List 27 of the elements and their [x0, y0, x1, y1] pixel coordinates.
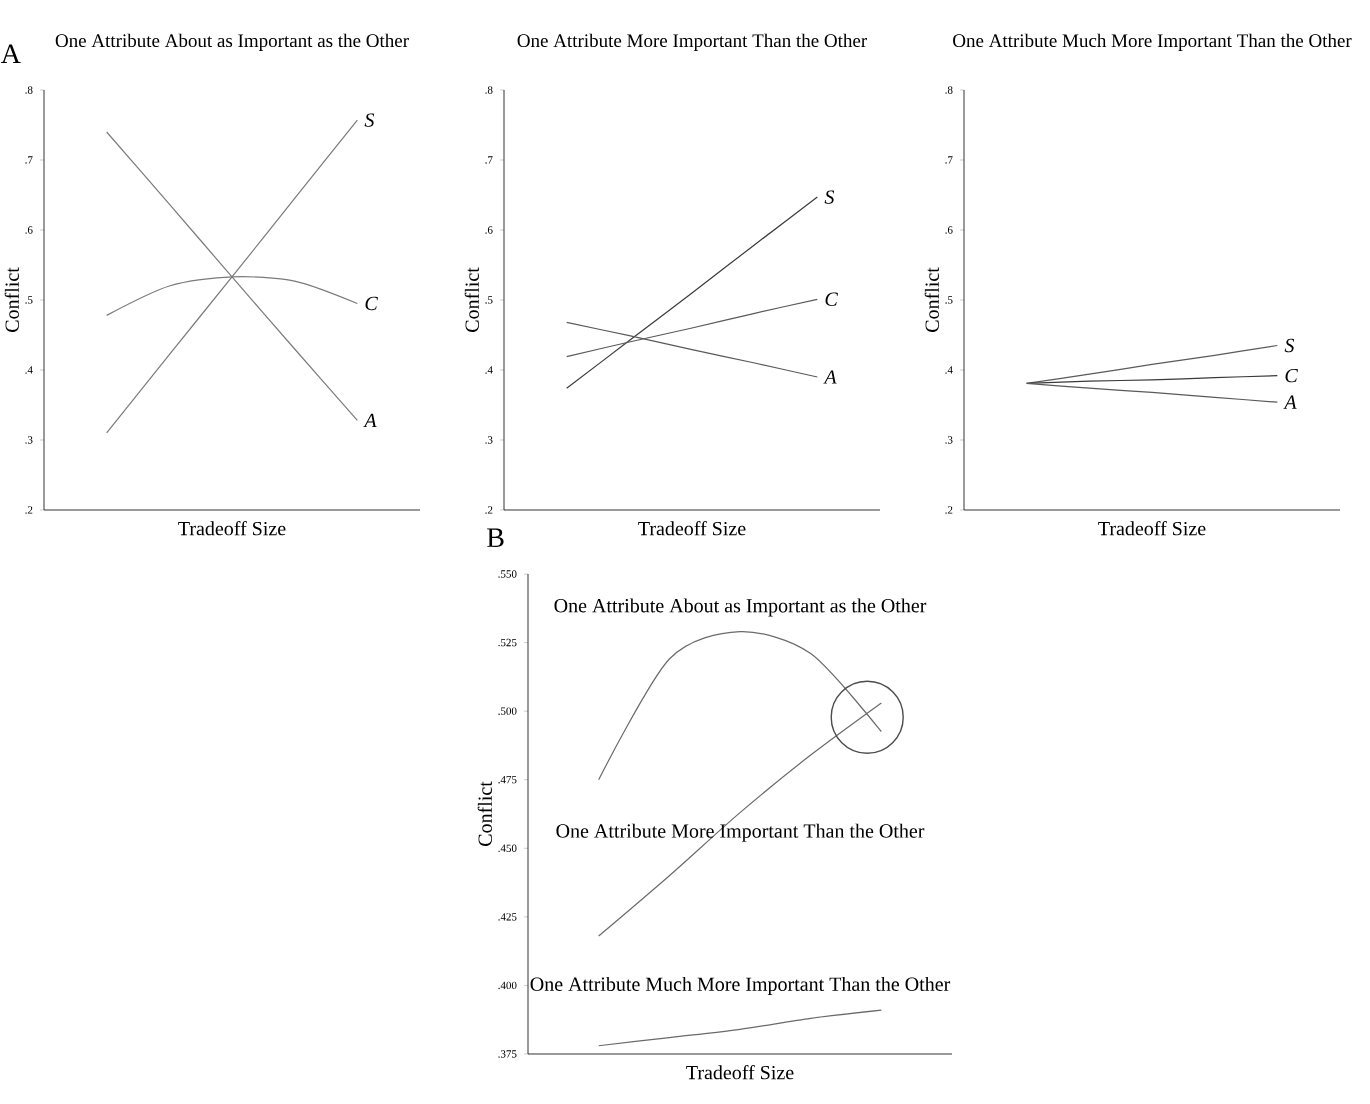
series-label: S [1284, 338, 1295, 353]
text: One Attribute Much More Important Than the Other [530, 976, 951, 996]
series-label: A [363, 413, 377, 427]
text: A [1, 44, 21, 63]
series-label: S [824, 190, 835, 204]
text: B [487, 528, 504, 547]
series-label: S [364, 113, 375, 127]
series-label: One Attribute More Important Than the Other [556, 823, 925, 842]
x-axis-title: Tradeoff Size [686, 1065, 794, 1080]
series-label: One Attribute About as Important as the Other [554, 598, 927, 617]
x-axis-title: Tradeoff Size [1098, 521, 1206, 536]
y-axis-title: Conflict [477, 781, 492, 846]
series-label: C [1285, 368, 1298, 383]
line-series [598, 1009, 882, 1047]
x-axis-title: Tradeoff Size [178, 521, 286, 536]
series-label: A [1283, 395, 1297, 409]
chart-title: One Attribute Much More Important Than the Other [953, 33, 1352, 51]
series-label: A [823, 370, 837, 384]
series-label: C [365, 296, 378, 311]
y-axis-title: Conflict [464, 267, 479, 332]
chart-title: One Attribute About as Important as the Other [55, 33, 409, 51]
series-label: C [825, 292, 838, 307]
chart-title: One Attribute More Important Than the Other [517, 33, 868, 51]
y-axis-title: Conflict [924, 267, 939, 332]
line-series [566, 196, 818, 389]
y-axis-title: Conflict [4, 267, 19, 332]
x-axis-title: Tradeoff Size [638, 521, 746, 536]
